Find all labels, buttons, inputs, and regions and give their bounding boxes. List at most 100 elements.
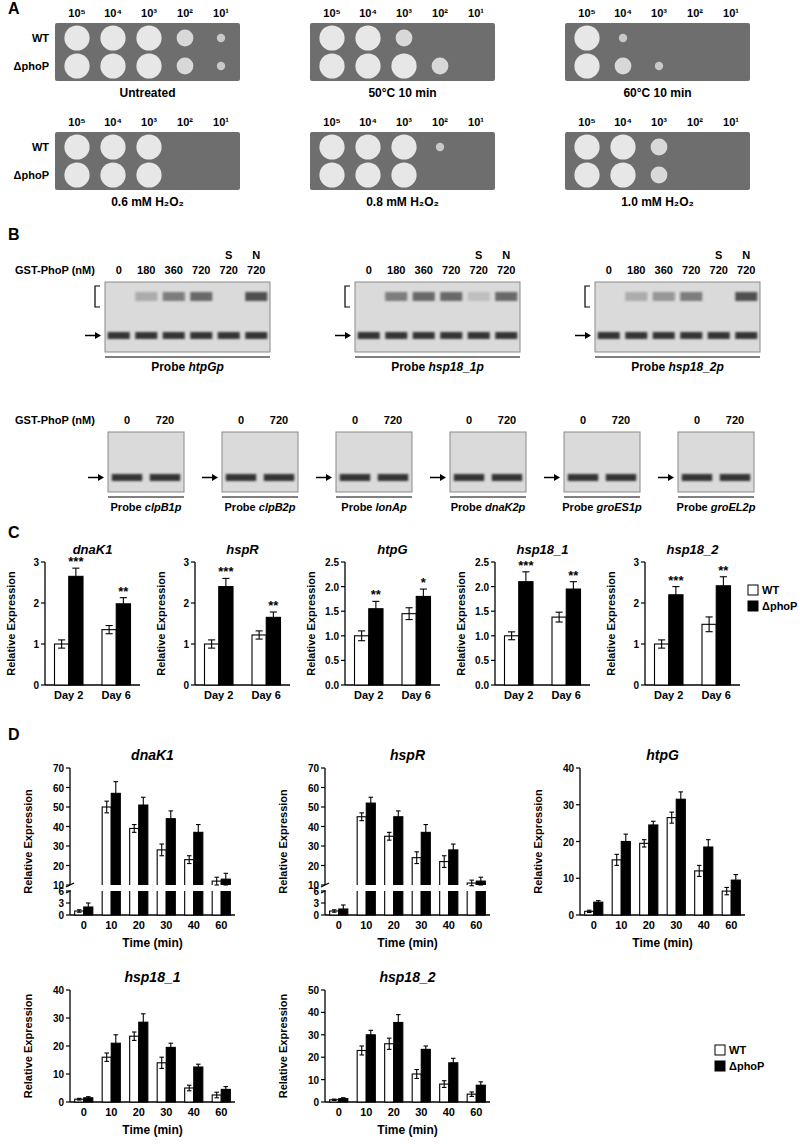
error-line — [170, 1043, 171, 1051]
bar — [357, 817, 366, 915]
lane-label: 720 — [247, 264, 265, 276]
bracket — [345, 286, 350, 307]
shifted-band — [245, 292, 267, 301]
significance-label: *** — [218, 564, 234, 579]
error-cap — [72, 584, 79, 585]
error-bar — [387, 1038, 392, 1049]
error-cap — [669, 823, 674, 824]
error-bar — [469, 1092, 474, 1096]
error-cap — [424, 824, 429, 825]
y-tick — [341, 635, 345, 636]
y-tick — [41, 561, 45, 562]
probe-label: Probe groES1p — [562, 501, 642, 513]
error-line — [115, 782, 116, 805]
bar — [716, 586, 730, 685]
error-cap — [58, 639, 65, 640]
y-tick-label: 10 — [53, 880, 65, 891]
x-tick-label: Day 2 — [204, 689, 233, 701]
x-tick-label: 0 — [336, 1106, 342, 1118]
shifted-band — [598, 292, 620, 301]
y-tick-label: 3 — [313, 898, 319, 909]
shifted-band — [468, 292, 490, 301]
error-line — [115, 1035, 116, 1052]
chart: hsp18_1Relative Expression0.00.51.01.52.… — [455, 542, 590, 701]
error-line — [735, 875, 736, 886]
y-tick — [491, 684, 495, 685]
lane-label: 0 — [580, 414, 586, 426]
y-tick-label: 40 — [53, 822, 65, 833]
y-axis-label: Relative Expression — [605, 571, 617, 676]
arrow — [85, 335, 96, 337]
x-tick-label: 60 — [470, 919, 482, 931]
significance-label: *** — [518, 558, 534, 573]
error-line — [525, 572, 526, 592]
error-line — [216, 1092, 217, 1098]
free-probe-band — [190, 332, 212, 339]
y-tick — [321, 767, 325, 768]
colony-spot — [432, 58, 449, 75]
underline — [678, 497, 754, 498]
error-bar — [479, 1082, 484, 1089]
error-line — [675, 587, 676, 603]
arrow — [316, 477, 327, 479]
x-tick-label: 10 — [615, 919, 627, 931]
error-cap — [420, 603, 427, 604]
free-probe-band — [680, 332, 702, 339]
error-line — [699, 865, 700, 876]
strain-label: WT — [32, 141, 49, 153]
bar — [339, 1099, 348, 1102]
error-cap — [624, 848, 629, 849]
x-tick-label: 10 — [360, 919, 372, 931]
x-tick-label: 0 — [591, 919, 597, 931]
error-cap — [77, 1098, 82, 1099]
error-cap — [86, 902, 91, 903]
error-cap — [224, 884, 229, 885]
error-cap — [587, 912, 592, 913]
x-tick-label: 30 — [415, 919, 427, 931]
error-line — [453, 844, 454, 856]
competitor-label: S — [225, 249, 232, 261]
underline — [108, 497, 184, 498]
arrow — [88, 477, 99, 479]
chart-title: hsp18_1 — [124, 969, 180, 985]
error-line — [726, 887, 727, 894]
dilution-label: 10⁵ — [68, 7, 85, 19]
legend-label: WT — [762, 584, 779, 596]
colony-spot — [655, 62, 663, 70]
error-cap — [159, 1068, 164, 1069]
error-cap — [414, 1069, 419, 1070]
underline — [105, 357, 270, 358]
y-tick-label: 2.0 — [475, 582, 489, 593]
error-cap — [369, 1039, 374, 1040]
error-cap — [132, 832, 137, 833]
y-tick — [341, 684, 345, 685]
error-line — [661, 640, 662, 648]
error-cap — [469, 1096, 474, 1097]
y-axis — [494, 562, 495, 685]
error-cap — [697, 865, 702, 866]
error-line — [708, 840, 709, 855]
error-cap — [341, 912, 346, 913]
error-line — [343, 905, 344, 913]
condition-label: 1.0 mM H₂O₂ — [621, 195, 694, 209]
error-line — [398, 811, 399, 823]
y-tick-label: 50 — [53, 802, 65, 813]
gel — [564, 432, 640, 492]
bar — [649, 825, 658, 915]
error-bar — [159, 844, 164, 856]
y-tick — [191, 602, 195, 603]
error-cap — [396, 810, 401, 811]
arrow-head — [326, 474, 332, 481]
x-tick-label: Day 6 — [702, 689, 731, 701]
error-cap — [208, 648, 215, 649]
error-cap — [724, 894, 729, 895]
plate — [565, 23, 750, 81]
free-probe-band — [163, 332, 185, 339]
shifted-band — [150, 442, 180, 451]
colony-spot — [136, 25, 161, 50]
x-tick-label: 0 — [81, 919, 87, 931]
free-probe-band — [454, 474, 484, 481]
chart: hsp18_1Relative Expression01020304001020… — [22, 969, 235, 1137]
probe-label: Probe hsp18_1p — [391, 360, 484, 374]
error-line — [361, 1046, 362, 1055]
